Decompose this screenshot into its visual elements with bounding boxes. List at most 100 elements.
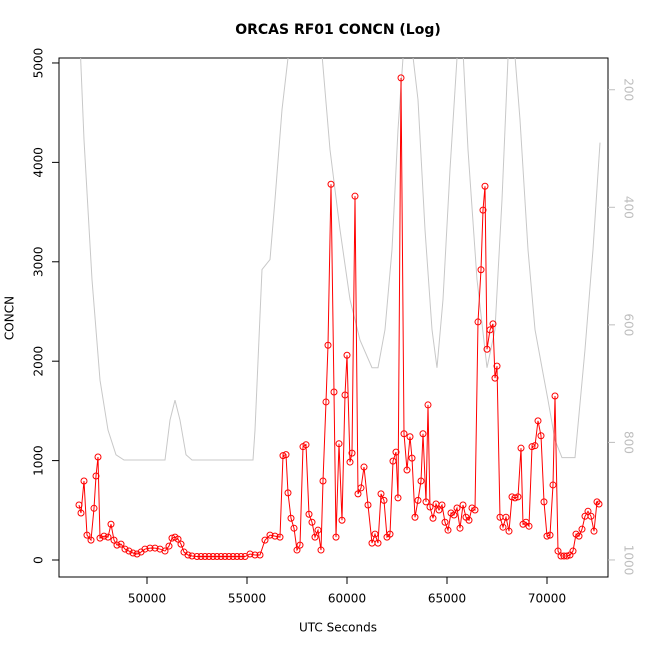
point — [499, 523, 507, 531]
point — [411, 513, 419, 521]
point — [584, 507, 592, 515]
point — [184, 551, 192, 559]
point — [327, 180, 335, 188]
point — [146, 544, 154, 552]
y-tick-label: 0 — [32, 556, 46, 564]
point — [205, 553, 213, 561]
point — [525, 522, 533, 530]
point — [305, 510, 313, 518]
point — [422, 498, 430, 506]
point — [534, 417, 542, 425]
point — [319, 477, 327, 485]
point — [161, 547, 169, 555]
point — [188, 552, 196, 560]
point — [595, 500, 603, 508]
point — [511, 494, 519, 502]
x-axis-label: UTC Seconds — [299, 621, 377, 635]
point — [453, 504, 461, 512]
point — [590, 527, 598, 535]
point — [386, 530, 394, 538]
point — [459, 501, 467, 509]
point — [546, 531, 554, 539]
point — [517, 444, 525, 452]
point — [471, 506, 479, 514]
point — [87, 536, 95, 544]
point — [587, 512, 595, 520]
point — [364, 501, 372, 509]
point — [414, 496, 422, 504]
point — [360, 463, 368, 471]
point — [96, 534, 104, 542]
point — [256, 551, 264, 559]
point — [284, 489, 292, 497]
point — [444, 526, 452, 534]
point — [424, 401, 432, 409]
point — [100, 532, 108, 540]
point — [330, 388, 338, 396]
point — [322, 398, 330, 406]
point — [408, 454, 416, 462]
point — [537, 432, 545, 440]
point — [543, 532, 551, 540]
point — [279, 452, 287, 460]
point — [113, 541, 121, 549]
point — [456, 524, 464, 532]
point — [177, 540, 185, 548]
point — [441, 518, 449, 526]
point — [266, 531, 274, 539]
point — [357, 484, 365, 492]
point — [483, 345, 491, 353]
point — [392, 448, 400, 456]
x-tick-label: 55000 — [228, 592, 266, 606]
point — [174, 535, 182, 543]
point — [479, 206, 487, 214]
point — [394, 494, 402, 502]
point — [75, 501, 83, 509]
x-tick-label: 65000 — [428, 592, 466, 606]
point — [528, 443, 536, 451]
point — [80, 477, 88, 485]
point — [377, 490, 385, 498]
point — [549, 481, 557, 489]
point — [282, 451, 290, 459]
point — [465, 516, 473, 524]
y2-tick-label: 200 — [622, 78, 636, 101]
point — [276, 533, 284, 541]
plot-area — [75, 58, 603, 561]
point — [403, 466, 411, 474]
point — [104, 533, 112, 541]
point — [213, 553, 221, 561]
point — [302, 441, 310, 449]
point — [551, 392, 559, 400]
point — [246, 550, 254, 558]
point — [348, 449, 356, 457]
point — [121, 545, 129, 553]
point — [374, 539, 382, 547]
point — [341, 391, 349, 399]
point — [338, 516, 346, 524]
point — [397, 74, 405, 82]
point — [489, 320, 497, 328]
point — [540, 498, 548, 506]
point — [117, 540, 125, 548]
point — [505, 527, 513, 535]
point — [343, 351, 351, 359]
point — [271, 532, 279, 540]
y-tick-label: 1000 — [32, 445, 46, 476]
y-axis-label: CONCN — [3, 296, 17, 340]
point — [351, 192, 359, 200]
y2-tick-label: 400 — [622, 196, 636, 219]
point — [133, 550, 141, 558]
chart-title: ORCAS RF01 CONCN (Log) — [235, 22, 441, 38]
point — [125, 547, 133, 555]
point — [110, 536, 118, 544]
point — [165, 542, 173, 550]
point — [332, 533, 340, 541]
point — [221, 553, 229, 561]
point — [354, 490, 362, 498]
y-tick-label: 4000 — [32, 147, 46, 178]
point — [225, 553, 233, 561]
point — [237, 553, 245, 561]
point — [141, 545, 149, 553]
